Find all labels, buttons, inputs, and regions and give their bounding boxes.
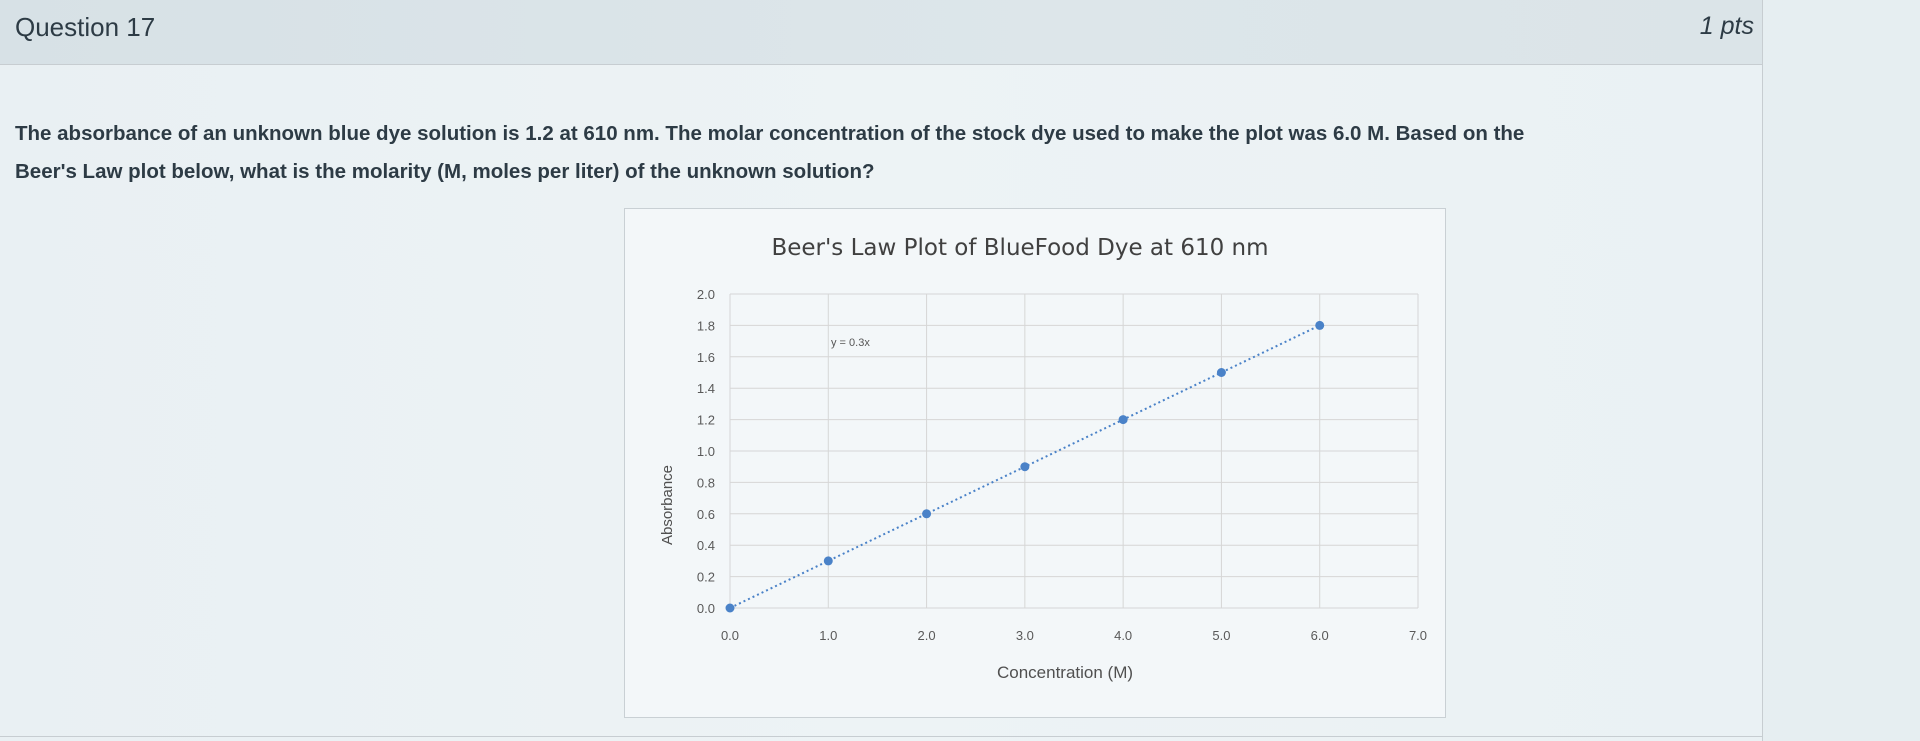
y-tick-label: 2.0 (697, 287, 715, 302)
x-axis-label: Concentration (M) (997, 663, 1133, 682)
y-tick-label: 0.4 (697, 538, 715, 553)
y-axis-tick-labels: 0.0 0.2 0.4 0.6 0.8 1.0 1.2 1.4 1.6 1.8 2.0 (697, 287, 715, 616)
y-tick-label: 0.0 (697, 601, 715, 616)
data-point (1315, 320, 1325, 330)
question-title: Question 17 (15, 12, 156, 42)
data-point (1020, 462, 1030, 472)
data-point (823, 556, 833, 566)
trendline-equation: y = 0.3x (831, 337, 870, 349)
x-axis-tick-labels: 0.0 1.0 2.0 3.0 4.0 5.0 6.0 7.0 (721, 628, 1427, 643)
y-tick-label: 1.2 (697, 413, 715, 428)
data-point (1118, 415, 1128, 425)
question-header: Question 17 1 pts (0, 0, 1762, 65)
y-tick-label: 1.4 (697, 381, 715, 396)
chart-svg: Beer's Law Plot of BlueFood Dye at 610 n… (659, 235, 1427, 682)
y-axis-label: Absorbance (659, 465, 676, 545)
y-tick-label: 0.8 (697, 475, 715, 490)
x-tick-label: 6.0 (1311, 628, 1329, 643)
x-tick-label: 7.0 (1409, 628, 1427, 643)
chart-title: Beer's Law Plot of BlueFood Dye at 610 n… (771, 235, 1268, 261)
chart-gridlines (729, 293, 1419, 609)
y-tick-label: 0.6 (697, 507, 715, 522)
y-tick-label: 1.6 (697, 350, 715, 365)
question-text-line-2: Beer's Law plot below, what is the molar… (15, 160, 875, 183)
x-tick-label: 4.0 (1114, 628, 1132, 643)
y-tick-label: 0.2 (697, 570, 715, 585)
data-point (725, 603, 735, 613)
data-points (725, 320, 1325, 613)
y-tick-label: 1.8 (697, 318, 715, 333)
beers-law-chart: Beer's Law Plot of BlueFood Dye at 610 n… (624, 208, 1446, 718)
question-points: 1 pts (1699, 12, 1754, 40)
x-tick-label: 3.0 (1016, 628, 1034, 643)
question-text-line-1: The absorbance of an unknown blue dye so… (15, 122, 1525, 145)
x-tick-label: 0.0 (721, 628, 739, 643)
x-tick-label: 5.0 (1212, 628, 1230, 643)
question-text: The absorbance of an unknown blue dye so… (15, 115, 1745, 191)
data-point (922, 509, 932, 519)
y-tick-label: 1.0 (697, 444, 715, 459)
x-tick-label: 2.0 (918, 628, 936, 643)
question-card: Question 17 1 pts The absorbance of an u… (0, 0, 1763, 741)
data-point (1216, 368, 1226, 377)
x-tick-label: 1.0 (819, 628, 837, 643)
card-bottom-border (0, 736, 1762, 737)
